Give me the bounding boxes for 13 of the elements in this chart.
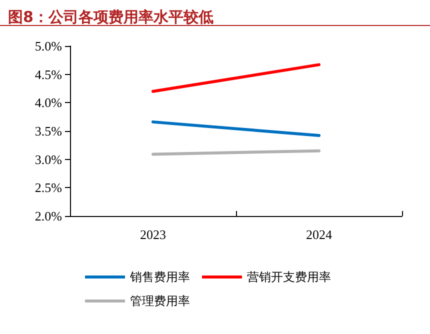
legend-label: 管理费用率 bbox=[130, 294, 190, 308]
legend-label: 营销开支费用率 bbox=[247, 270, 331, 284]
y-tick-label: 4.5% bbox=[34, 66, 62, 82]
legend-label: 销售费用率 bbox=[129, 270, 190, 284]
x-tick-label: 2023 bbox=[140, 227, 166, 242]
y-tick-label: 2.5% bbox=[34, 180, 62, 196]
x-tick-label: 2024 bbox=[306, 227, 332, 242]
y-tick-label: 3.5% bbox=[34, 124, 62, 138]
y-tick-label: 2.0% bbox=[34, 208, 62, 224]
y-tick-label: 3.0% bbox=[34, 152, 62, 167]
y-tick-label: 5.0% bbox=[34, 38, 62, 54]
chart-title: 图8：公司各项费用率水平较低 bbox=[0, 0, 430, 26]
y-tick-label: 4.0% bbox=[34, 95, 62, 110]
